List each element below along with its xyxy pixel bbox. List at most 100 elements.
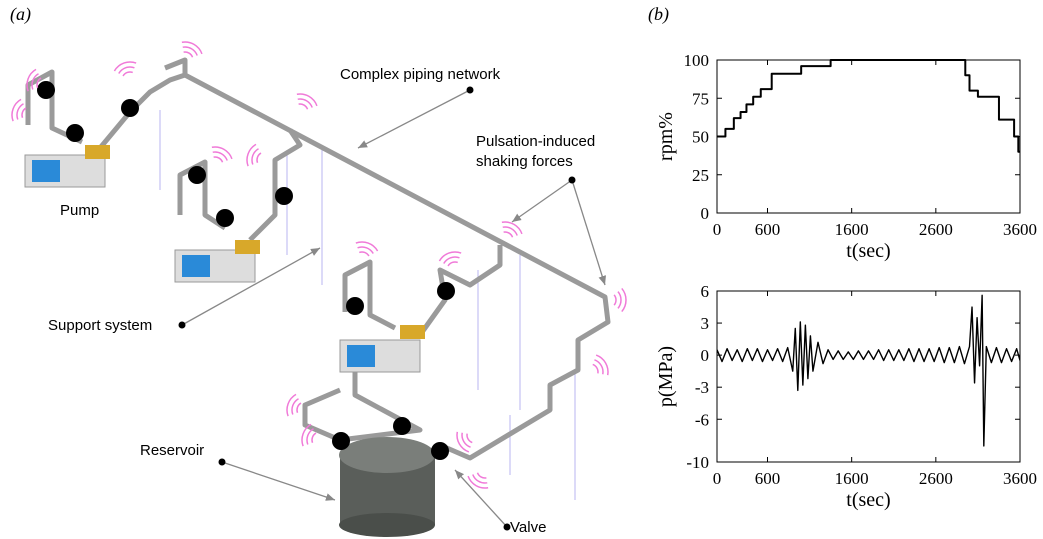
sensor: [393, 417, 411, 435]
x-tick-label: 2600: [919, 220, 953, 239]
vibration-arc: [12, 99, 21, 121]
x-tick-label: 0: [713, 469, 722, 488]
vibration-arc: [257, 153, 261, 163]
x-tick-label: 600: [755, 469, 781, 488]
diagram: (a) (b): [10, 4, 669, 537]
vibration-arc: [618, 292, 621, 309]
vibration-arc: [614, 295, 616, 305]
sensor: [275, 187, 293, 205]
x-axis-label: t(sec): [846, 240, 890, 262]
data-line: [717, 60, 1020, 152]
x-tick-label: 1600: [835, 469, 869, 488]
arrow: [512, 180, 572, 222]
vibration-arc: [22, 108, 26, 118]
pointer-dot: [569, 177, 576, 184]
pump-head: [85, 145, 110, 159]
sensor: [188, 166, 206, 184]
reservoir: [339, 437, 435, 537]
vibration-arc: [359, 252, 369, 256]
pump-motor: [347, 345, 375, 367]
vibration-arc: [593, 364, 598, 373]
y-tick-label: 0: [701, 204, 710, 223]
vibration-arc: [299, 104, 308, 109]
branch: [345, 262, 395, 328]
y-axis-label: rpm%: [655, 112, 677, 161]
arrow: [222, 462, 335, 500]
axes-frame: [717, 60, 1020, 213]
y-tick-label: -10: [686, 453, 709, 472]
vibration-arc: [247, 144, 256, 166]
label: Valve: [510, 519, 546, 536]
reservoir-base: [339, 513, 435, 537]
plot-area: [717, 295, 1020, 446]
panel-label: (a): [10, 4, 31, 25]
pump-head: [400, 325, 425, 339]
figure: (a) (b): [0, 0, 1043, 539]
pumps: [25, 145, 425, 372]
x-axis-label: t(sec): [846, 489, 890, 511]
label: Reservoir: [140, 442, 204, 459]
y-tick-label: 25: [692, 166, 709, 185]
x-tick-label: 2600: [919, 469, 953, 488]
vibration-arc: [356, 242, 378, 251]
reservoir-top: [339, 437, 435, 473]
arrow: [572, 180, 605, 285]
pointer-dot: [179, 322, 186, 329]
y-tick-label: 0: [701, 346, 710, 365]
vibration-arc: [123, 72, 133, 76]
y-tick-label: -3: [695, 378, 709, 397]
vibration-arc: [297, 403, 301, 413]
sensor: [216, 209, 234, 227]
chart: 0 600 1600 2600 3600 -10 -6 -3 0 3 6 t(sec) p(MPa): [655, 282, 1037, 511]
x-tick-label: 1600: [835, 220, 869, 239]
x-tick-label: 600: [755, 220, 781, 239]
label: Pump: [60, 202, 99, 219]
sensor: [346, 297, 364, 315]
pump-motor: [32, 160, 60, 182]
pump-head: [235, 240, 260, 254]
plot-area: [717, 60, 1020, 152]
vibration-arc: [214, 157, 223, 162]
y-tick-label: 6: [701, 282, 710, 301]
sensor: [37, 81, 55, 99]
y-tick-label: 3: [701, 314, 710, 333]
x-tick-label: 0: [713, 220, 722, 239]
sensor: [437, 282, 455, 300]
x-tick-label: 3600: [1003, 220, 1037, 239]
vibration-arc: [114, 62, 136, 71]
y-tick-label: 75: [692, 89, 709, 108]
pointer-dot: [219, 459, 226, 466]
vibration-arc: [439, 252, 461, 261]
panel-label: (b): [648, 4, 669, 25]
pipes: [28, 60, 608, 458]
y-tick-label: -6: [695, 410, 709, 429]
label: Complex piping network: [340, 66, 501, 83]
data-line: [717, 295, 1020, 446]
branch: [250, 130, 300, 240]
branch: [100, 75, 185, 148]
vibration-arc: [312, 433, 316, 443]
label: Pulsation-induced: [476, 133, 595, 150]
sensor: [431, 442, 449, 460]
vibration-arc: [504, 232, 513, 237]
label: Support system: [48, 317, 152, 334]
chart: 0 600 1600 2600 3600 0 25 50 75 100 t(sec) rpm%: [655, 51, 1037, 262]
vibration-arc: [622, 288, 626, 311]
y-tick-label: 50: [692, 128, 709, 147]
sensor: [121, 99, 139, 117]
sensor: [66, 124, 84, 142]
pointer-dot: [467, 87, 474, 94]
pump-motor: [182, 255, 210, 277]
branch: [420, 245, 500, 335]
vibration-arc: [448, 262, 458, 266]
vibration-arc: [467, 434, 472, 443]
arrow: [455, 470, 507, 527]
y-axis-label: p(MPa): [655, 346, 677, 407]
x-tick-label: 3600: [1003, 469, 1037, 488]
sensor: [332, 432, 350, 450]
label: shaking forces: [476, 153, 573, 170]
vibration-arc: [287, 394, 296, 416]
y-tick-label: 100: [684, 51, 710, 70]
arrow: [358, 90, 470, 148]
